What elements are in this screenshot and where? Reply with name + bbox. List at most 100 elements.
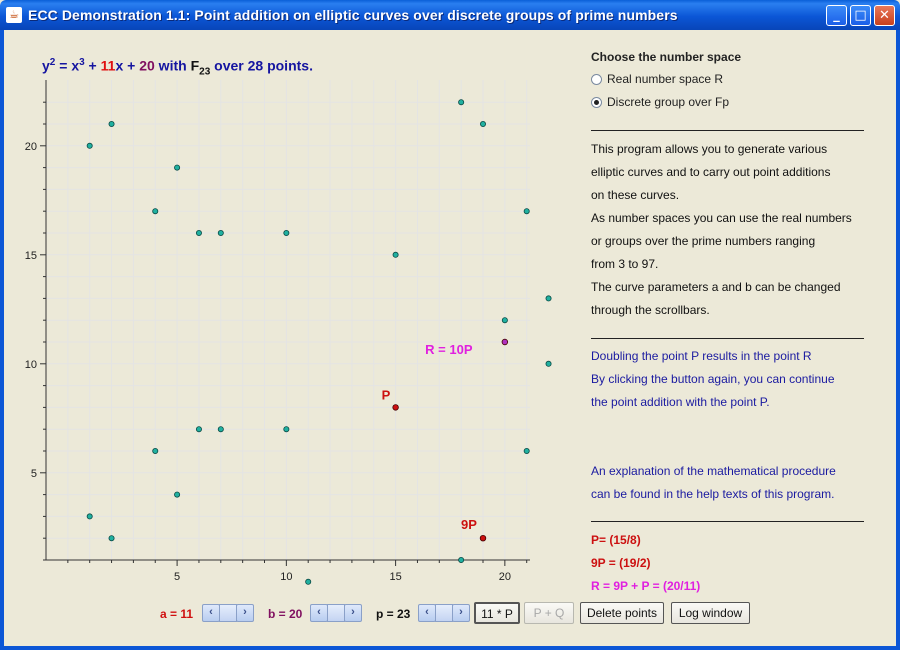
chevron-left-icon[interactable]: ‹ [202,604,220,622]
chevron-left-icon[interactable]: ‹ [310,604,328,622]
curve-point [217,229,224,236]
description-line: or groups over the prime numbers ranging [591,234,816,248]
curve-point [108,121,115,128]
info-line: Doubling the point P results in the poin… [591,349,812,363]
p-scrollbar[interactable]: ‹ › [418,604,470,622]
radio-discrete-label[interactable]: Discrete group over Fp [607,95,730,109]
description-line: This program allows you to generate vari… [591,142,828,156]
result-r: R = 9P + P = (20/11) [591,579,701,593]
curve-point [195,229,202,236]
point-label: P [382,387,391,402]
curve-point [86,513,93,520]
eq-y-exp: 2 [49,57,56,68]
eq-x-exp: 3 [79,57,85,68]
close-icon[interactable]: ✕ [874,5,895,26]
curve-point [479,121,486,128]
curve-point [283,426,290,433]
log-window-button[interactable]: Log window [671,602,750,624]
add-points-button[interactable]: P + Q [524,602,574,624]
radio-real-space[interactable]: Real number space R [591,71,723,87]
eq-prime: 23 [199,66,211,78]
radio-discrete-indicator[interactable] [591,96,602,108]
a-scrollbar-thumb[interactable] [219,604,237,622]
title-bar: ☕ ECC Demonstration 1.1: Point addition … [0,0,900,30]
info-line: the point addition with the point P. [591,395,770,409]
curve-point [523,447,530,454]
description-line: from 3 to 97. [591,257,659,271]
a-scrollbar[interactable]: ‹ › [202,604,254,622]
eq-plus2: + [123,57,140,74]
eq-y: y [42,57,50,74]
labeled-point [501,338,509,346]
x-tick-label: 10 [280,571,292,583]
radio-real-label[interactable]: Real number space R [607,72,724,86]
info-line: By clicking the button again, you can co… [591,372,835,386]
curve-point [283,229,290,236]
curve-point [305,578,312,585]
divider [591,521,864,522]
y-tick-label: 10 [25,359,37,371]
curve-point [458,557,465,564]
x-tick-label: 5 [174,571,180,583]
window-frame [0,30,900,650]
b-scrollbar-thumb[interactable] [327,604,345,622]
b-label: b = 20 [268,607,303,621]
curve-point [174,491,181,498]
eq-field: F [190,57,200,74]
multiply-button[interactable]: 11 * P [474,602,520,624]
radio-discrete-group[interactable]: Discrete group over Fp [591,94,729,110]
curve-point [545,295,552,302]
eq-plus: + [84,57,101,74]
labeled-point [479,535,487,542]
a-label: a = 11 [160,607,194,621]
point-label: 9P [461,517,477,532]
curve-point [174,164,181,171]
curve-point [501,317,508,324]
curve-point [152,208,159,215]
curve-point [217,426,224,433]
description-line: The curve parameters a and b can be chan… [591,280,841,294]
p-label: p = 23 [376,607,411,621]
y-tick-label: 15 [25,250,37,262]
x-tick-label: 20 [499,571,511,583]
result-p: P= (15/8) [591,533,641,547]
divider [591,130,864,131]
y-tick-label: 20 [25,141,37,153]
description-line: As number spaces you can use the real nu… [591,211,852,225]
curve-point [108,535,115,542]
curve-point [152,447,159,454]
window-title: ECC Demonstration 1.1: Point addition on… [28,7,678,23]
curve-point [392,251,399,258]
number-space-heading: Choose the number space [591,50,742,64]
labeled-point [392,404,399,411]
eq-a-value: 11 [100,57,116,74]
description-line: on these curves. [591,188,680,202]
chevron-right-icon[interactable]: › [344,604,362,622]
eq-x: = x [55,57,80,74]
description-line: through the scrollbars. [591,303,710,317]
curve-point [523,208,530,215]
result-9p: 9P = (19/2) [591,556,651,570]
chevron-right-icon[interactable]: › [452,604,470,622]
description-line: elliptic curves and to carry out point a… [591,165,831,179]
eq-with: with [154,57,191,74]
divider [591,338,864,339]
x-tick-label: 15 [389,571,401,583]
chevron-right-icon[interactable]: › [236,604,254,622]
radio-real-indicator[interactable] [591,73,602,85]
chevron-left-icon[interactable]: ‹ [418,604,436,622]
curve-point [458,99,465,106]
delete-points-button[interactable]: Delete points [580,602,664,624]
maximize-icon[interactable]: □ [850,5,871,26]
java-icon: ☕ [6,7,22,23]
eq-b-value: 20 [139,57,155,74]
p-scrollbar-thumb[interactable] [435,604,453,622]
curve-point [545,360,552,367]
y-tick-label: 5 [31,468,37,480]
explanation-line: can be found in the help texts of this p… [591,487,835,501]
eq-x2: x [115,57,124,74]
b-scrollbar[interactable]: ‹ › [310,604,362,622]
minimize-icon[interactable]: _ [826,5,847,26]
